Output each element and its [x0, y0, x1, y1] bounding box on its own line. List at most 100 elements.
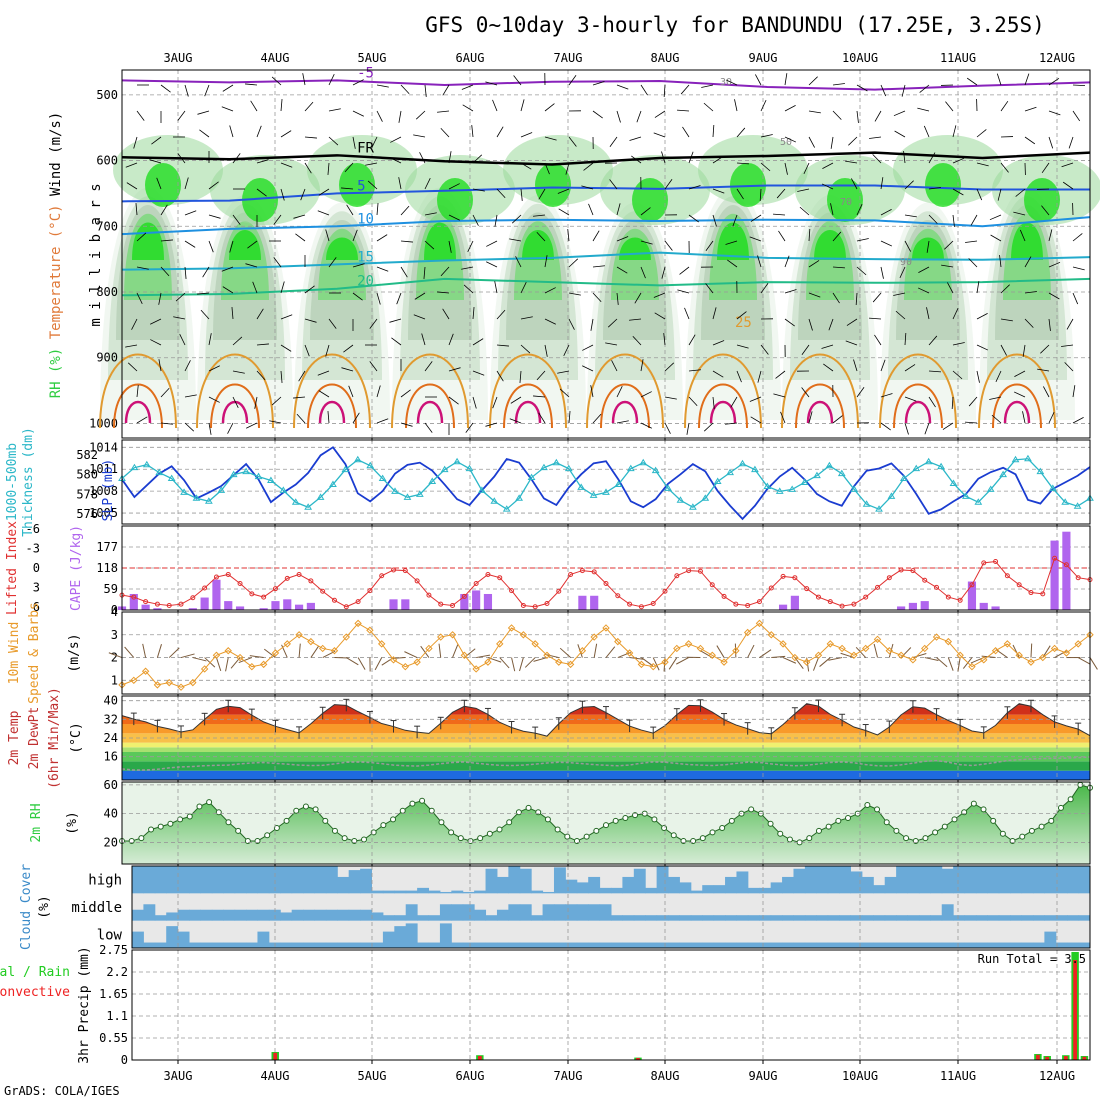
precip-tick-label: 1.1 — [106, 1009, 128, 1023]
slp-label: SLP (mb) — [101, 459, 116, 522]
wind-barb — [486, 240, 498, 247]
pressure-axis-label: m i l l i b a r s — [88, 183, 104, 326]
wind-barb — [238, 657, 253, 664]
cape-bar — [212, 579, 221, 610]
wind-speed-point — [826, 640, 835, 648]
wind-barb — [124, 646, 135, 658]
wind-barb — [179, 334, 186, 346]
thickness-point — [564, 464, 573, 472]
wind-barb — [136, 416, 148, 424]
wind-barb — [520, 99, 525, 112]
wind-barb — [499, 657, 510, 669]
wind-speed-point — [921, 644, 929, 653]
precip-tick-label: 0 — [121, 1053, 128, 1067]
cloud-low-bar — [656, 942, 669, 948]
wind-barb — [976, 129, 987, 138]
rh-point — [1048, 817, 1055, 824]
li-point — [343, 604, 349, 610]
wind-barb — [280, 344, 292, 352]
wind-barb — [736, 127, 746, 138]
wind-barb — [510, 396, 522, 404]
cloud-high-bar — [736, 871, 749, 894]
wind-barb — [856, 84, 868, 92]
wind-barb — [880, 177, 884, 190]
pressure-tick-label: 700 — [96, 219, 118, 233]
cloud-middle-bar — [1032, 915, 1045, 921]
wind-barb — [832, 231, 842, 242]
wind-barb — [472, 370, 485, 376]
wind-barb — [951, 396, 954, 409]
thickness-point — [502, 505, 511, 512]
wind-barb — [452, 644, 459, 658]
cloud-high-bar — [1067, 866, 1080, 894]
cloud-low-bar — [1078, 942, 1091, 948]
cloud-low-bar — [154, 942, 167, 948]
wind-barb — [197, 110, 210, 115]
wind-speed-point — [141, 667, 150, 675]
wind-barb — [968, 258, 978, 268]
wind-barb — [1077, 657, 1091, 665]
cloud-low-bar — [725, 942, 737, 948]
convective-bar — [1036, 1054, 1040, 1060]
cloud-high-bar — [622, 876, 635, 894]
wind-barb — [616, 386, 623, 398]
wind-speed-point — [661, 658, 669, 666]
wind-barb — [419, 152, 426, 164]
wind-speed-point — [1050, 644, 1059, 653]
thickness-point — [267, 476, 275, 484]
wind-barb — [448, 151, 452, 164]
cloud-middle-bar — [850, 915, 863, 921]
warm-isotherm — [113, 383, 163, 429]
panel-frame — [121, 781, 1091, 865]
wind-barb — [632, 335, 642, 346]
top-date-label: 8AUG — [651, 51, 680, 65]
wind-barb — [273, 214, 282, 225]
cloud-low-bar — [314, 942, 327, 948]
wind-barb — [942, 422, 954, 430]
isotherm-label: -5 — [357, 65, 374, 81]
wind-barb — [192, 657, 207, 662]
wind-barb — [328, 136, 339, 146]
wind-barb — [989, 214, 1002, 221]
rh-contour-label: 30 — [720, 77, 732, 88]
wind-barb — [327, 162, 330, 175]
slp-tick-label: 1014 — [89, 440, 118, 454]
wind-barb — [749, 236, 762, 242]
cape-bar — [778, 604, 788, 610]
cape-bar — [389, 599, 398, 610]
wind-speed-point — [625, 649, 634, 657]
wind-barb — [712, 396, 715, 409]
wind-barb — [629, 318, 642, 321]
wind-speed-point — [425, 644, 433, 653]
wind-barb — [928, 152, 936, 164]
wind-barb — [568, 318, 575, 330]
wind-barb — [424, 84, 427, 97]
cloud-middle-bar — [941, 904, 954, 921]
cloud-low-bar — [736, 942, 749, 948]
isotherm-line — [121, 251, 1091, 271]
top-date-label: 12AUG — [1039, 51, 1075, 65]
li-point — [213, 574, 219, 580]
cloud-middle-bar — [132, 909, 144, 921]
cloud-low-bar — [417, 942, 430, 948]
wind-barb — [853, 359, 858, 372]
thickness-point — [552, 458, 561, 466]
wind-speed-point — [366, 626, 374, 634]
rh-point — [157, 823, 164, 830]
wind-barb — [712, 307, 717, 320]
temp-tick-label: 24 — [104, 731, 118, 745]
wind-barb — [991, 414, 1002, 424]
wind-barb — [545, 653, 559, 659]
li-point — [745, 602, 751, 608]
wind-barb — [757, 255, 762, 268]
wind-barb — [629, 657, 644, 660]
wind-barb — [947, 282, 954, 294]
cloud-middle-bar — [736, 915, 749, 921]
wind-barb — [208, 396, 220, 403]
panel-frame — [121, 69, 1091, 439]
wind-barb — [808, 411, 813, 424]
cloud-middle-bar — [200, 909, 213, 921]
thickness-point — [204, 497, 213, 504]
cloud-low-bar — [234, 942, 247, 948]
wind-barb — [494, 281, 498, 294]
